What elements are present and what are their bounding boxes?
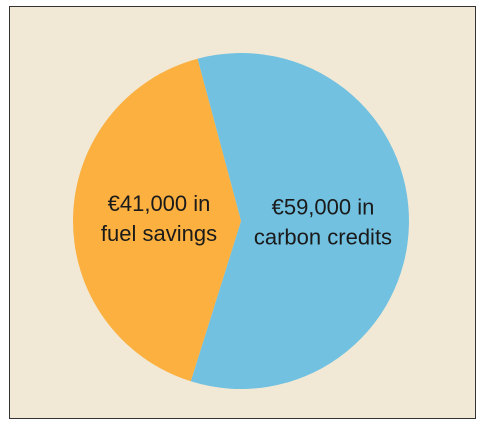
- slice-category-label: carbon credits: [254, 225, 392, 250]
- slice-value-label: €59,000 in: [272, 195, 375, 220]
- pie-slice: [190, 53, 409, 390]
- slice-value-label: €41,000 in: [108, 191, 211, 216]
- slice-category-label: fuel savings: [101, 221, 217, 246]
- pie-slice: [73, 58, 242, 382]
